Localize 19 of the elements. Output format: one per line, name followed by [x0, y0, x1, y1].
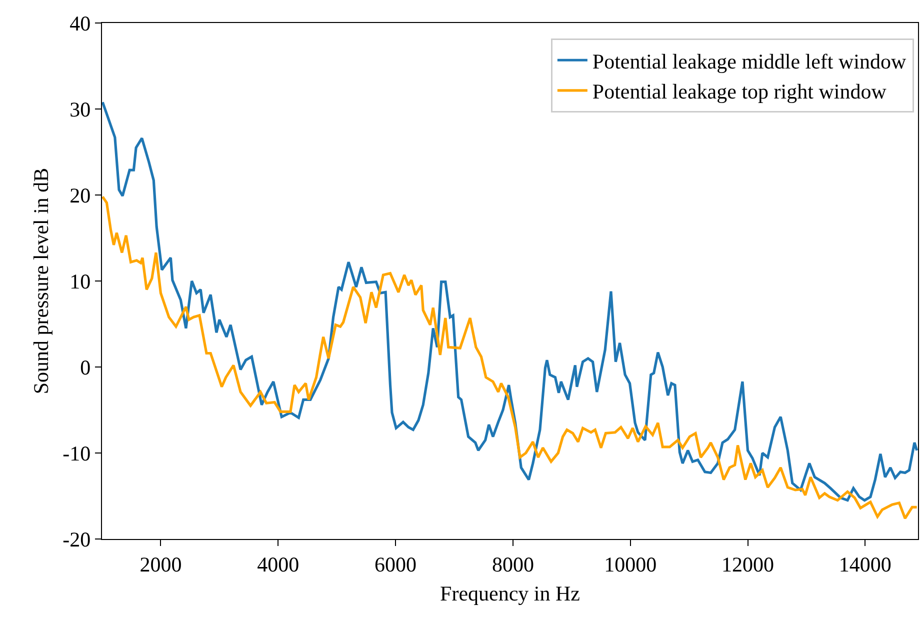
- x-axis-title: Frequency in Hz: [440, 582, 580, 606]
- y-axis-title: Sound pressure level in dB: [28, 168, 53, 394]
- x-tick-label: 2000: [140, 552, 182, 576]
- y-tick-label: -20: [62, 527, 91, 552]
- legend-label: Potential leakage top right window: [592, 80, 888, 104]
- y-tick-label: -10: [62, 441, 91, 466]
- y-tick-label: 20: [70, 183, 91, 208]
- y-tick-label: 40: [70, 11, 91, 36]
- y-tick-label: 10: [70, 269, 91, 294]
- y-tick-label: 0: [80, 355, 91, 380]
- x-tick-label: 4000: [257, 552, 300, 576]
- legend-label: Potential leakage middle left window: [592, 49, 908, 74]
- x-tick-label: 6000: [374, 552, 417, 576]
- x-tick-label: 8000: [492, 552, 534, 576]
- x-tick-label: 12000: [722, 552, 774, 576]
- line-series: [102, 195, 918, 520]
- x-tick-label: 10000: [604, 552, 657, 576]
- y-tick-label: 30: [70, 97, 91, 122]
- x-tick-label: 14000: [838, 552, 892, 576]
